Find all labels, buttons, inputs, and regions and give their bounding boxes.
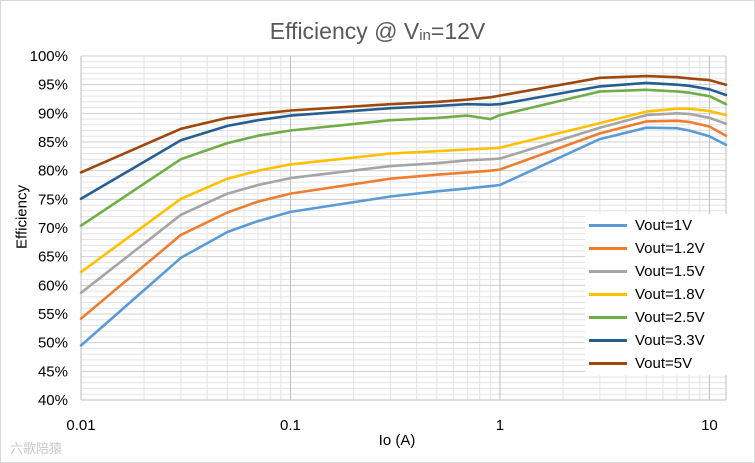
chart-title: Efficiency @ Vin=12V xyxy=(0,18,755,45)
y-tick-label: 45% xyxy=(38,363,68,380)
y-tick-label: 90% xyxy=(38,105,68,122)
legend-swatch xyxy=(589,362,627,365)
legend-label: Vout=1.8V xyxy=(635,286,705,303)
legend-label: Vout=2.5V xyxy=(635,309,705,326)
y-tick-label: 100% xyxy=(30,48,68,65)
legend-label: Vout=1.2V xyxy=(635,240,705,257)
chart-title-subscript: in xyxy=(419,27,431,44)
legend-item: Vout=1.2V xyxy=(585,237,728,260)
y-axis-label: Efficiency xyxy=(13,185,31,249)
legend-swatch xyxy=(589,293,627,296)
y-tick-label: 85% xyxy=(38,134,68,151)
legend-label: Vout=5V xyxy=(635,355,693,372)
x-tick-label: 1 xyxy=(496,417,504,434)
legend-label: Vout=3.3V xyxy=(635,332,705,349)
legend-item: Vout=3.3V xyxy=(585,329,728,352)
y-tick-label: 75% xyxy=(38,191,68,208)
y-tick-label: 40% xyxy=(38,392,68,409)
x-tick-label: 10 xyxy=(701,417,718,434)
legend: Vout=1V Vout=1.2V Vout=1.5V Vout=1.8V Vout=2… xyxy=(585,214,728,375)
series-line-vout-1-5v xyxy=(79,112,728,295)
x-axis-label: Io (A) xyxy=(378,432,416,449)
y-tick-label: 60% xyxy=(38,277,68,294)
series-lines xyxy=(79,74,728,347)
series-line-vout-1v xyxy=(79,126,728,347)
legend-item: Vout=1.5V xyxy=(585,260,728,283)
watermark-logo: 六歌陪猿 xyxy=(10,441,63,456)
y-tick-label: 65% xyxy=(38,249,68,266)
y-tick-label: 70% xyxy=(38,220,68,237)
legend-item: Vout=5V xyxy=(585,352,728,375)
legend-swatch xyxy=(589,224,627,227)
legend-swatch xyxy=(589,316,627,319)
x-tick-label: 0.1 xyxy=(280,417,301,434)
legend-item: Vout=2.5V xyxy=(585,306,728,329)
legend-swatch xyxy=(589,270,627,273)
legend-label: Vout=1.5V xyxy=(635,263,705,280)
chart-title-main: Efficiency @ V xyxy=(269,18,420,44)
y-tick-label: 50% xyxy=(38,335,68,352)
y-tick-label: 55% xyxy=(38,306,68,323)
legend-label: Vout=1V xyxy=(635,217,693,234)
series-line-vout-5v xyxy=(79,74,728,174)
y-tick-labels: 40% 45% 50% 55% 60% 65% 70% 75% 80% 85% 90% 95% 100% xyxy=(30,48,68,409)
series-line-vout-3-3v xyxy=(79,81,728,201)
series-line-vout-2-5v xyxy=(79,88,728,227)
y-tick-label: 80% xyxy=(38,163,68,180)
chart-title-tail: =12V xyxy=(430,18,486,44)
y-tick-label: 95% xyxy=(38,77,68,94)
legend-item: Vout=1.8V xyxy=(585,283,728,306)
legend-swatch xyxy=(589,247,627,250)
legend-item: Vout=1V xyxy=(585,214,728,237)
series-line-vout-1-8v xyxy=(79,107,728,274)
x-tick-labels: 0.01 0.1 1 10 xyxy=(66,417,717,434)
legend-swatch xyxy=(589,339,627,342)
x-tick-label: 0.01 xyxy=(66,417,95,434)
series-line-vout-1-2v xyxy=(79,119,728,320)
